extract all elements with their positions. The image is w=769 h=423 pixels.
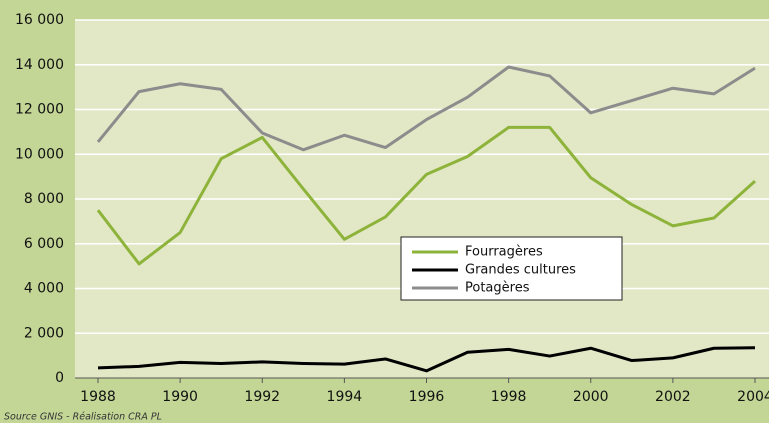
x-tick-label: 2002 [655, 389, 691, 405]
y-tick-label: 12 000 [15, 102, 64, 118]
legend-label: Grandes cultures [465, 263, 576, 278]
y-tick-label: 6 000 [24, 236, 64, 252]
y-tick-label: 0 [55, 370, 64, 386]
y-tick-label: 16 000 [15, 12, 64, 28]
x-tick-label: 1988 [80, 389, 116, 405]
x-tick-label: 1990 [162, 389, 198, 405]
y-tick-label: 4 000 [24, 281, 64, 297]
series-line [96, 125, 757, 266]
legend-label: Fourragères [465, 245, 543, 260]
y-tick-label: 10 000 [15, 146, 64, 162]
y-tick-label: 14 000 [15, 57, 64, 73]
x-tick-label: 2004 [737, 389, 769, 405]
legend-label: Potagères [465, 281, 530, 296]
y-tick-label: 8 000 [24, 191, 64, 207]
x-tick-label: 1998 [491, 389, 527, 405]
x-tick-label: 2000 [573, 389, 609, 405]
series-line [96, 65, 756, 152]
series-line [97, 346, 756, 373]
x-tick-label: 1994 [327, 389, 363, 405]
x-tick-label: 1992 [244, 389, 280, 405]
x-tick-label: 1996 [409, 389, 445, 405]
source: Source GNIS - Réalisation CRA PL [4, 412, 162, 423]
y-tick-label: 2 000 [24, 325, 64, 341]
